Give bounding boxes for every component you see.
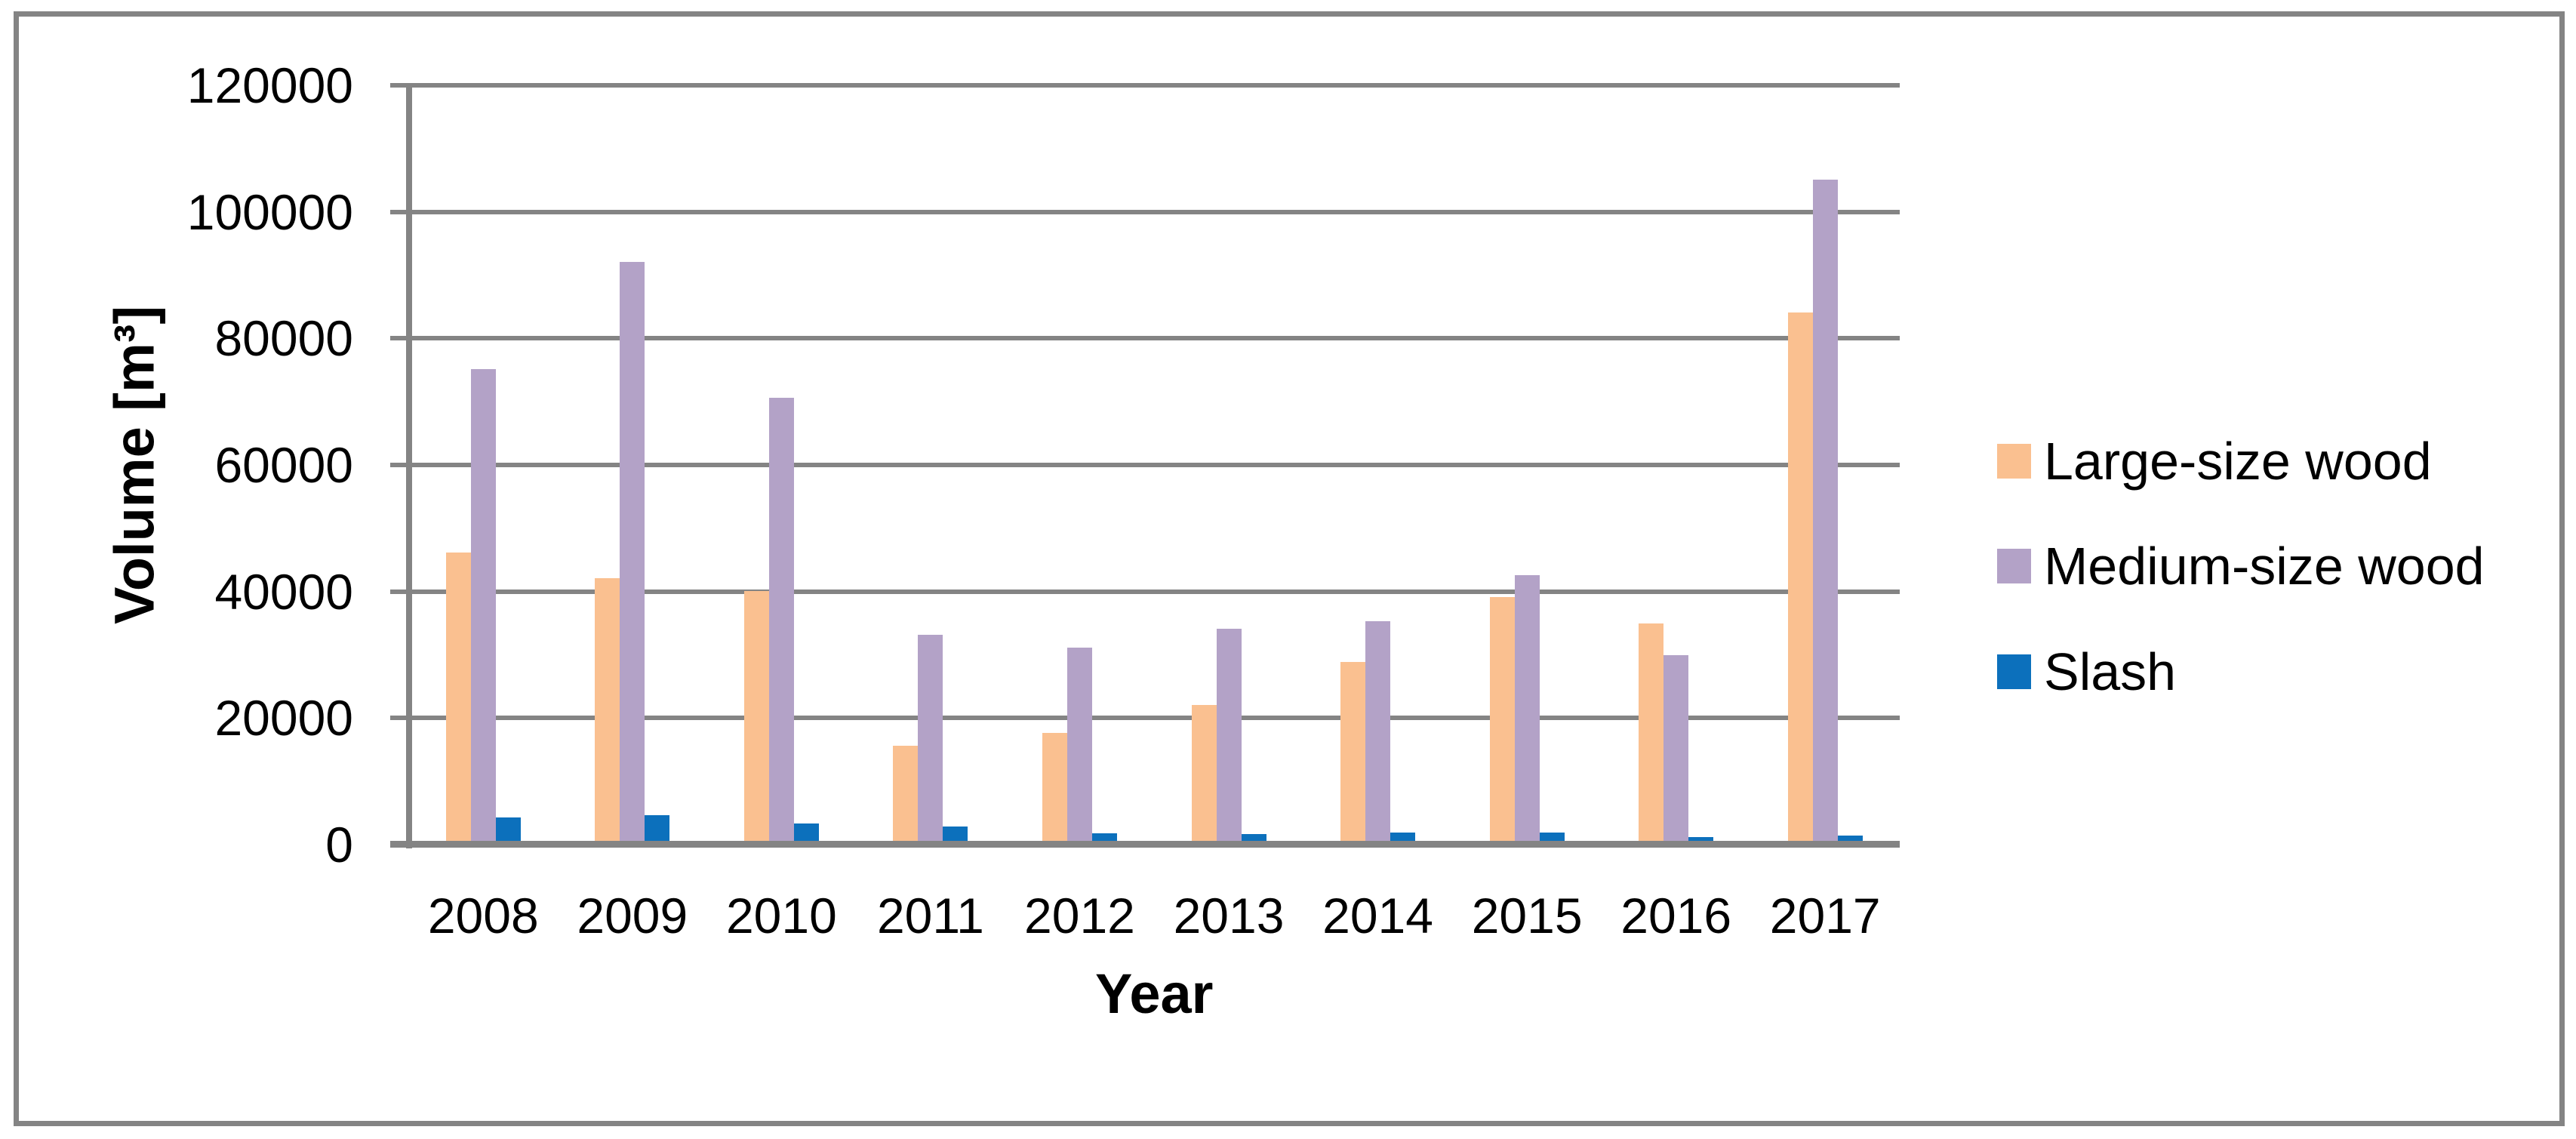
- y-axis-line: [406, 83, 412, 848]
- bar-slash-2010: [793, 823, 819, 844]
- bar-large-size-wood-2011: [893, 746, 919, 844]
- bar-large-size-wood-2016: [1639, 623, 1664, 844]
- x-axis-title: Year: [1095, 962, 1214, 1025]
- x-tick-label-2015: 2015: [1471, 888, 1583, 944]
- y-gridline-60000: [389, 463, 1900, 467]
- bar-medium-size-wood-2016: [1663, 655, 1689, 844]
- bar-medium-size-wood-2008: [470, 369, 496, 844]
- x-tick-label-2010: 2010: [725, 888, 837, 944]
- bar-large-size-wood-2015: [1489, 597, 1515, 844]
- legend-swatch-large-size-wood: [1997, 444, 2031, 479]
- bar-medium-size-wood-2009: [620, 261, 645, 844]
- bar-slash-2008: [495, 817, 521, 844]
- y-tick-label-120000: 120000: [186, 57, 353, 113]
- bar-large-size-wood-2009: [595, 577, 620, 844]
- legend-swatch-medium-size-wood: [1997, 549, 2031, 583]
- x-tick-label-2016: 2016: [1620, 888, 1732, 944]
- bar-medium-size-wood-2012: [1066, 648, 1092, 844]
- y-axis-title: Volume [m³]: [103, 305, 166, 625]
- bar-large-size-wood-2008: [445, 553, 471, 844]
- y-gridline-20000: [389, 716, 1900, 721]
- legend-label-large-size-wood: Large-size wood: [2044, 432, 2432, 491]
- x-tick-label-2014: 2014: [1322, 888, 1433, 944]
- x-axis-line: [389, 841, 1900, 848]
- bar-medium-size-wood-2011: [918, 635, 943, 844]
- y-gridline-40000: [389, 589, 1900, 594]
- x-tick-label-2013: 2013: [1173, 888, 1285, 944]
- bar-medium-size-wood-2015: [1514, 574, 1540, 844]
- bar-large-size-wood-2013: [1191, 704, 1217, 844]
- bar-medium-size-wood-2013: [1216, 628, 1242, 844]
- y-tick-label-60000: 60000: [214, 437, 353, 493]
- chart-outer-border: [14, 11, 2565, 1126]
- x-tick-label-2012: 2012: [1024, 888, 1135, 944]
- bar-large-size-wood-2017: [1787, 312, 1813, 844]
- legend-label-slash: Slash: [2044, 642, 2177, 701]
- bar-slash-2009: [645, 815, 670, 844]
- x-tick-label-2008: 2008: [427, 888, 539, 944]
- bar-large-size-wood-2014: [1340, 661, 1366, 844]
- y-tick-label-20000: 20000: [214, 690, 353, 747]
- y-gridline-120000: [389, 83, 1900, 88]
- x-tick-label-2009: 2009: [577, 888, 688, 944]
- bar-medium-size-wood-2010: [768, 397, 794, 844]
- bar-slash-2017: [1837, 836, 1863, 844]
- y-tick-label-40000: 40000: [214, 563, 353, 620]
- y-tick-label-100000: 100000: [186, 183, 353, 240]
- bar-large-size-wood-2010: [743, 590, 769, 844]
- bar-medium-size-wood-2017: [1812, 179, 1838, 844]
- y-tick-label-0: 0: [325, 817, 353, 873]
- bar-large-size-wood-2012: [1042, 733, 1067, 844]
- bar-slash-2011: [943, 827, 968, 844]
- x-tick-label-2017: 2017: [1769, 888, 1881, 944]
- x-tick-label-2011: 2011: [876, 888, 984, 944]
- legend-swatch-slash: [1997, 654, 2031, 689]
- y-gridline-80000: [389, 336, 1900, 341]
- y-tick-label-80000: 80000: [214, 310, 353, 367]
- bar-medium-size-wood-2014: [1365, 620, 1391, 844]
- y-gridline-100000: [389, 209, 1900, 214]
- bar-slash-2016: [1688, 836, 1714, 844]
- legend-label-medium-size-wood: Medium-size wood: [2044, 537, 2485, 596]
